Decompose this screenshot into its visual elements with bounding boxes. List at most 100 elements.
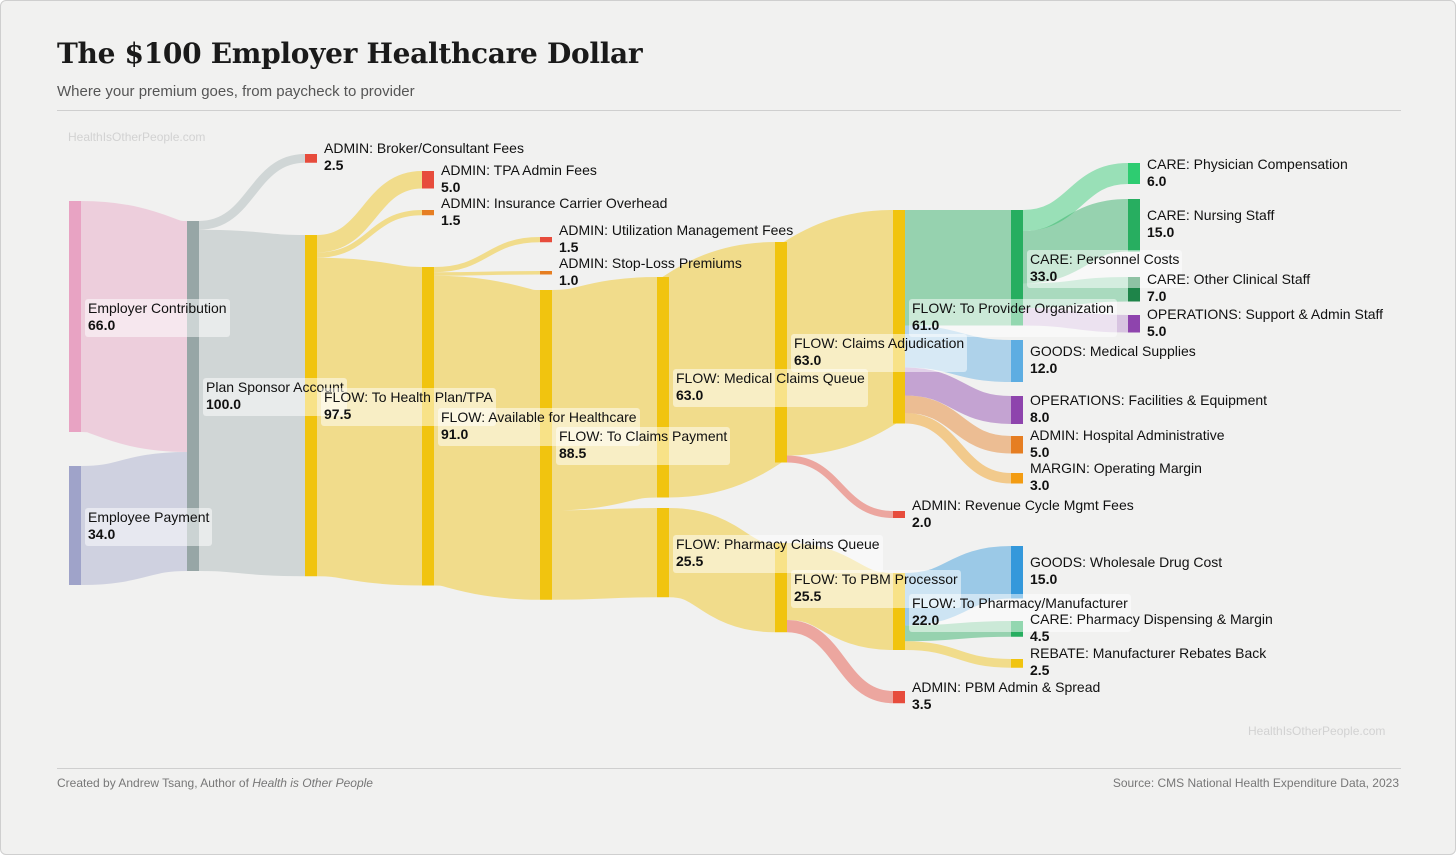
node-name: FLOW: Pharmacy Claims Queue bbox=[676, 535, 880, 552]
node-value: 5.0 bbox=[1147, 322, 1167, 339]
node-label-sl: ADMIN: Stop-Loss Premiums 1.0 bbox=[556, 255, 745, 289]
link-avail-to-um bbox=[433, 237, 541, 273]
node-pbmadmin bbox=[893, 691, 905, 704]
node-label-rcm: ADMIN: Revenue Cycle Mgmt Fees 2.0 bbox=[909, 497, 1137, 531]
link-prov-to-hadmin bbox=[904, 395, 1012, 454]
node-name: CARE: Nursing Staff bbox=[1147, 207, 1275, 224]
node-name: ADMIN: Revenue Cycle Mgmt Fees bbox=[912, 496, 1134, 513]
node-label-margin: MARGIN: Operating Margin 3.0 bbox=[1027, 460, 1205, 494]
node-label-ins: ADMIN: Insurance Carrier Overhead 1.5 bbox=[438, 195, 670, 229]
node-label-ee: Employee Payment 34.0 bbox=[85, 507, 213, 546]
node-label-prov: FLOW: To Provider Organization 61.0 bbox=[909, 298, 1117, 337]
node-value: 1.0 bbox=[559, 271, 579, 288]
node-name: MARGIN: Operating Margin bbox=[1030, 460, 1202, 477]
node-label-other: CARE: Other Clinical Staff 7.0 bbox=[1144, 271, 1313, 305]
node-label-hadmin: ADMIN: Hospital Administrative 5.0 bbox=[1027, 427, 1228, 461]
node-name: ADMIN: Insurance Carrier Overhead bbox=[441, 194, 668, 211]
node-name: ADMIN: Stop-Loss Premiums bbox=[559, 254, 742, 271]
node-value: 1.5 bbox=[559, 238, 579, 255]
node-nurs bbox=[1128, 199, 1140, 252]
node-ins bbox=[422, 210, 434, 216]
node-value: 1.5 bbox=[441, 211, 461, 228]
node-name: Employer Contribution bbox=[88, 299, 227, 316]
node-label-pdm: CARE: Pharmacy Dispensing & Margin 4.5 bbox=[1027, 611, 1276, 645]
link-prov-to-fac bbox=[904, 367, 1012, 424]
node-value: 5.0 bbox=[441, 178, 461, 195]
node-fac bbox=[1011, 396, 1023, 424]
node-margin bbox=[1011, 473, 1023, 484]
footer-credit: Created by Andrew Tsang, Author of Healt… bbox=[57, 776, 373, 790]
node-name: ADMIN: Broker/Consultant Fees bbox=[324, 140, 524, 157]
node-label-pcq: FLOW: Pharmacy Claims Queue 25.5 bbox=[673, 534, 883, 573]
node-avail bbox=[422, 267, 434, 586]
node-supplies bbox=[1011, 340, 1023, 382]
node-emp bbox=[69, 201, 81, 432]
node-value: 8.0 bbox=[1030, 409, 1050, 425]
node-prov bbox=[893, 210, 905, 424]
link-cp-to-mcq bbox=[549, 277, 660, 511]
node-name: ADMIN: Utilization Management Fees bbox=[559, 221, 794, 238]
node-value: 2.5 bbox=[1030, 662, 1050, 679]
credit-text: Created by Andrew Tsang, Author of bbox=[57, 776, 253, 790]
node-value: 66.0 bbox=[88, 316, 116, 333]
node-tpa bbox=[422, 171, 434, 189]
link-pers-to-phys bbox=[1022, 163, 1129, 231]
node-name: FLOW: To Provider Organization bbox=[912, 299, 1114, 316]
node-name: FLOW: To Pharmacy/Manufacturer bbox=[912, 594, 1128, 611]
node-value: 63.0 bbox=[794, 352, 822, 369]
node-value: 12.0 bbox=[1030, 360, 1058, 376]
node-value: 61.0 bbox=[912, 316, 940, 333]
sankey-nodes bbox=[69, 154, 1140, 704]
node-broker bbox=[305, 154, 317, 163]
node-name: GOODS: Medical Supplies bbox=[1030, 343, 1196, 359]
node-ee bbox=[69, 466, 81, 585]
node-value: 91.0 bbox=[441, 426, 469, 443]
node-value: 15.0 bbox=[1147, 224, 1175, 241]
node-name: ADMIN: TPA Admin Fees bbox=[441, 161, 597, 178]
node-label-emp: Employer Contribution 66.0 bbox=[85, 298, 230, 337]
node-label-support: OPERATIONS: Support & Admin Staff 5.0 bbox=[1144, 306, 1386, 340]
node-name: FLOW: To Health Plan/TPA bbox=[324, 388, 493, 405]
node-label-broker: ADMIN: Broker/Consultant Fees 2.5 bbox=[321, 140, 527, 174]
node-name: ADMIN: Hospital Administrative bbox=[1030, 426, 1225, 443]
node-phys bbox=[1128, 163, 1140, 184]
node-value: 15.0 bbox=[1030, 571, 1058, 588]
node-value: 25.5 bbox=[676, 552, 704, 569]
node-wdc bbox=[1011, 546, 1023, 599]
node-value: 3.0 bbox=[1030, 477, 1050, 494]
node-name: FLOW: To Claims Payment bbox=[559, 427, 728, 444]
node-label-pbm: FLOW: To PBM Processor 25.5 bbox=[791, 569, 961, 608]
node-value: 34.0 bbox=[88, 525, 116, 542]
node-pers bbox=[1011, 210, 1023, 326]
node-pcq bbox=[657, 508, 669, 598]
link-pharm-to-rebate bbox=[904, 641, 1012, 668]
node-label-rebate: REBATE: Manufacturer Rebates Back 2.5 bbox=[1027, 645, 1269, 679]
node-label-phys: CARE: Physician Compensation 6.0 bbox=[1144, 156, 1351, 190]
page-subtitle: Where your premium goes, from paycheck t… bbox=[57, 83, 415, 100]
node-hadmin bbox=[1011, 436, 1023, 454]
node-label-pharm: FLOW: To Pharmacy/Manufacturer 22.0 bbox=[909, 593, 1131, 632]
header-divider bbox=[57, 110, 1401, 111]
link-avail-to-sl bbox=[433, 271, 541, 276]
node-value: 2.0 bbox=[912, 513, 932, 530]
link-pers-to-other bbox=[1022, 277, 1129, 308]
node-name: CARE: Physician Compensation bbox=[1147, 155, 1348, 172]
node-label-fac: OPERATIONS: Facilities & Equipment 8.0 bbox=[1027, 392, 1270, 426]
node-value: 6.0 bbox=[1147, 172, 1167, 189]
node-label-wdc: GOODS: Wholesale Drug Cost 15.0 bbox=[1027, 554, 1225, 588]
link-ca-to-rcm bbox=[786, 455, 894, 518]
node-value: 100.0 bbox=[206, 396, 242, 412]
node-label-cp: FLOW: To Claims Payment 88.5 bbox=[556, 426, 731, 465]
node-sl bbox=[540, 271, 552, 275]
link-prov-to-margin bbox=[904, 413, 1012, 484]
node-label-ca: FLOW: Claims Adjudication 63.0 bbox=[791, 334, 968, 373]
node-ca bbox=[775, 242, 787, 463]
node-value: 22.0 bbox=[912, 611, 940, 628]
node-name: FLOW: Medical Claims Queue bbox=[676, 370, 865, 387]
node-label-tpa: ADMIN: TPA Admin Fees 5.0 bbox=[438, 162, 600, 196]
node-value: 2.5 bbox=[324, 157, 344, 174]
node-value: 3.5 bbox=[912, 696, 932, 713]
node-value: 25.5 bbox=[794, 587, 822, 604]
book-title: Health is Other People bbox=[252, 776, 373, 790]
